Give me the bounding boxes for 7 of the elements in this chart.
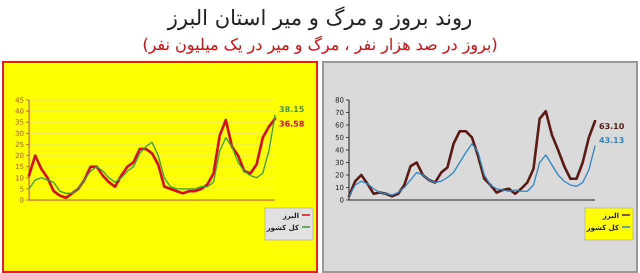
data-label: 36.58 bbox=[279, 120, 305, 129]
data-label: 43.13 bbox=[599, 136, 624, 146]
text: روند بروز و مرگ و میر استان البرز bbox=[166, 6, 472, 31]
line-series bbox=[348, 143, 596, 197]
text: (بروز در صد هزار نفر ، مرگ و میر در یک میلیون نفر) bbox=[142, 35, 498, 54]
data-label: 38.15 bbox=[279, 105, 305, 114]
data-label: 63.10 bbox=[599, 122, 625, 132]
